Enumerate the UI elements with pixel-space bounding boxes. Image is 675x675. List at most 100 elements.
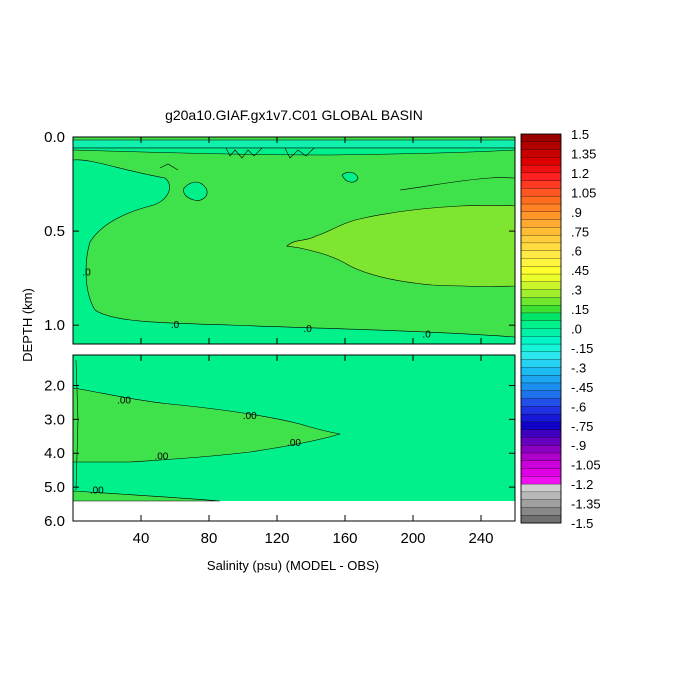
colorbar-label: 1.5	[571, 127, 589, 142]
colorbar-label: .45	[571, 263, 589, 278]
upper-mid-contour	[399, 177, 516, 191]
colorbar-swatch	[520, 507, 562, 516]
x-tick-label: 160	[332, 530, 357, 547]
contour-label: .00	[243, 411, 257, 422]
contour-label: .00	[154, 452, 168, 463]
colorbar-swatch	[520, 149, 562, 158]
colorbar-swatch	[520, 375, 562, 384]
colorbar-label: -1.2	[571, 477, 593, 492]
colorbar-swatch	[520, 281, 562, 291]
lower-contour-labels: .00 .00 .00 .00 .00	[90, 396, 302, 497]
colorbar-swatch	[520, 320, 562, 329]
contour-label: .00	[287, 438, 301, 449]
colorbar-swatch	[520, 250, 562, 259]
y-axis-label: DEPTH (km)	[20, 288, 35, 362]
colorbar-swatch	[520, 460, 562, 469]
upper-panel-frame	[72, 136, 516, 345]
colorbar-swatch	[520, 297, 562, 306]
colorbar-swatch	[520, 390, 562, 399]
colorbar-label: -.75	[571, 419, 593, 434]
colorbar-swatch	[520, 133, 562, 143]
colorbar-swatch	[520, 289, 562, 298]
colorbar-swatch	[520, 468, 562, 477]
colorbar-swatch	[520, 421, 562, 431]
x-tick-label: 120	[264, 530, 289, 547]
colorbar-swatch	[520, 491, 562, 501]
upper-patch-1	[183, 181, 208, 201]
colorbar-swatch	[520, 515, 562, 524]
colorbar-label: .75	[571, 224, 589, 239]
contour-label: .00	[90, 486, 104, 497]
colorbar-swatch	[520, 157, 562, 166]
colorbar: 1.5 1.35 1.2 1.05 .9 .75 .6 .45 .3 .15 .0 -.15 -.3 -.…	[520, 127, 601, 531]
upper-y-tick-label: 0.5	[44, 223, 65, 240]
colorbar-swatch	[520, 437, 562, 446]
colorbar-swatch	[520, 266, 562, 275]
contour-label: .0	[422, 330, 431, 341]
colorbar-swatch	[520, 328, 562, 337]
colorbar-label: 1.2	[571, 166, 589, 181]
colorbar-label: -1.35	[571, 497, 601, 512]
colorbar-label: -.45	[571, 380, 593, 395]
contour-label: .0	[171, 320, 180, 331]
colorbar-label: .6	[571, 244, 582, 259]
colorbar-swatch	[520, 343, 562, 353]
x-tick-label: 200	[400, 530, 425, 547]
colorbar-swatch	[520, 258, 562, 267]
upper-positive-lobe	[286, 204, 516, 287]
colorbar-swatch	[520, 196, 562, 205]
colorbar-swatch	[520, 367, 562, 376]
colorbar-swatch	[520, 452, 562, 462]
colorbar-swatch	[520, 305, 562, 314]
colorbar-label: -.9	[571, 438, 586, 453]
lower-y-tick-label: 4.0	[44, 445, 65, 462]
upper-near-zero-band	[72, 139, 516, 149]
colorbar-swatch	[520, 445, 562, 454]
lower-y-tick-label: 3.0	[44, 411, 65, 428]
upper-neutral-region	[72, 159, 516, 345]
lower-y-tick-label: 2.0	[44, 377, 65, 394]
contour-label: .0	[303, 324, 312, 335]
lower-bottom-lobe	[72, 490, 221, 502]
colorbar-label: -.3	[571, 360, 586, 375]
colorbar-label: -.6	[571, 399, 586, 414]
colorbar-label: -.15	[571, 341, 593, 356]
colorbar-swatch	[520, 312, 562, 322]
colorbar-swatch	[520, 429, 562, 438]
upper-y-tick-label: 0.0	[44, 129, 65, 146]
colorbar-label: 1.05	[571, 185, 596, 200]
colorbar-swatch	[520, 398, 562, 407]
x-tick-label: 80	[201, 530, 218, 547]
colorbar-swatch	[520, 234, 562, 244]
lower-y-ticks: 2.0 3.0 4.0 5.0 6.0	[44, 377, 515, 530]
colorbar-label: .9	[571, 205, 582, 220]
colorbar-swatch	[520, 273, 562, 283]
upper-panel: .0 .0 .0 .0 0.0 0.5 1.0	[44, 129, 516, 345]
upper-contour-labels: .0 .0 .0 .0	[82, 267, 431, 340]
lower-panel-frame	[72, 354, 516, 522]
lower-edge-contour	[75, 359, 79, 491]
colorbar-swatch	[520, 219, 562, 228]
colorbar-label: -1.05	[571, 458, 601, 473]
x-tick-label: 240	[468, 530, 493, 547]
colorbar-swatch	[520, 141, 562, 151]
colorbar-swatch	[520, 188, 562, 197]
colorbar-swatch	[520, 180, 562, 189]
contour-label: .00	[117, 396, 131, 407]
lower-positive-lobe	[72, 387, 341, 463]
colorbar-swatch	[520, 351, 562, 361]
x-axis-ticks: 40 80 120 160 200 240	[133, 137, 494, 547]
colorbar-swatch	[520, 382, 562, 392]
lower-y-tick-label: 6.0	[44, 513, 65, 530]
upper-y-ticks: 0.0 0.5 1.0	[44, 129, 515, 334]
chart-title: g20a10.GIAF.gx1v7.C01 GLOBAL BASIN	[165, 107, 423, 123]
upper-surface-band	[72, 147, 516, 156]
colorbar-frame	[520, 133, 562, 524]
colorbar-swatch	[520, 203, 562, 213]
colorbar-swatch	[520, 413, 562, 423]
colorbar-swatch	[520, 242, 562, 252]
upper-patch-2	[341, 171, 359, 183]
lower-panel: .00 .00 .00 .00 .00 2.0 3.0 4.0 5.0 6.0 40 80 120 1…	[44, 137, 516, 547]
colorbar-swatch	[520, 164, 562, 174]
